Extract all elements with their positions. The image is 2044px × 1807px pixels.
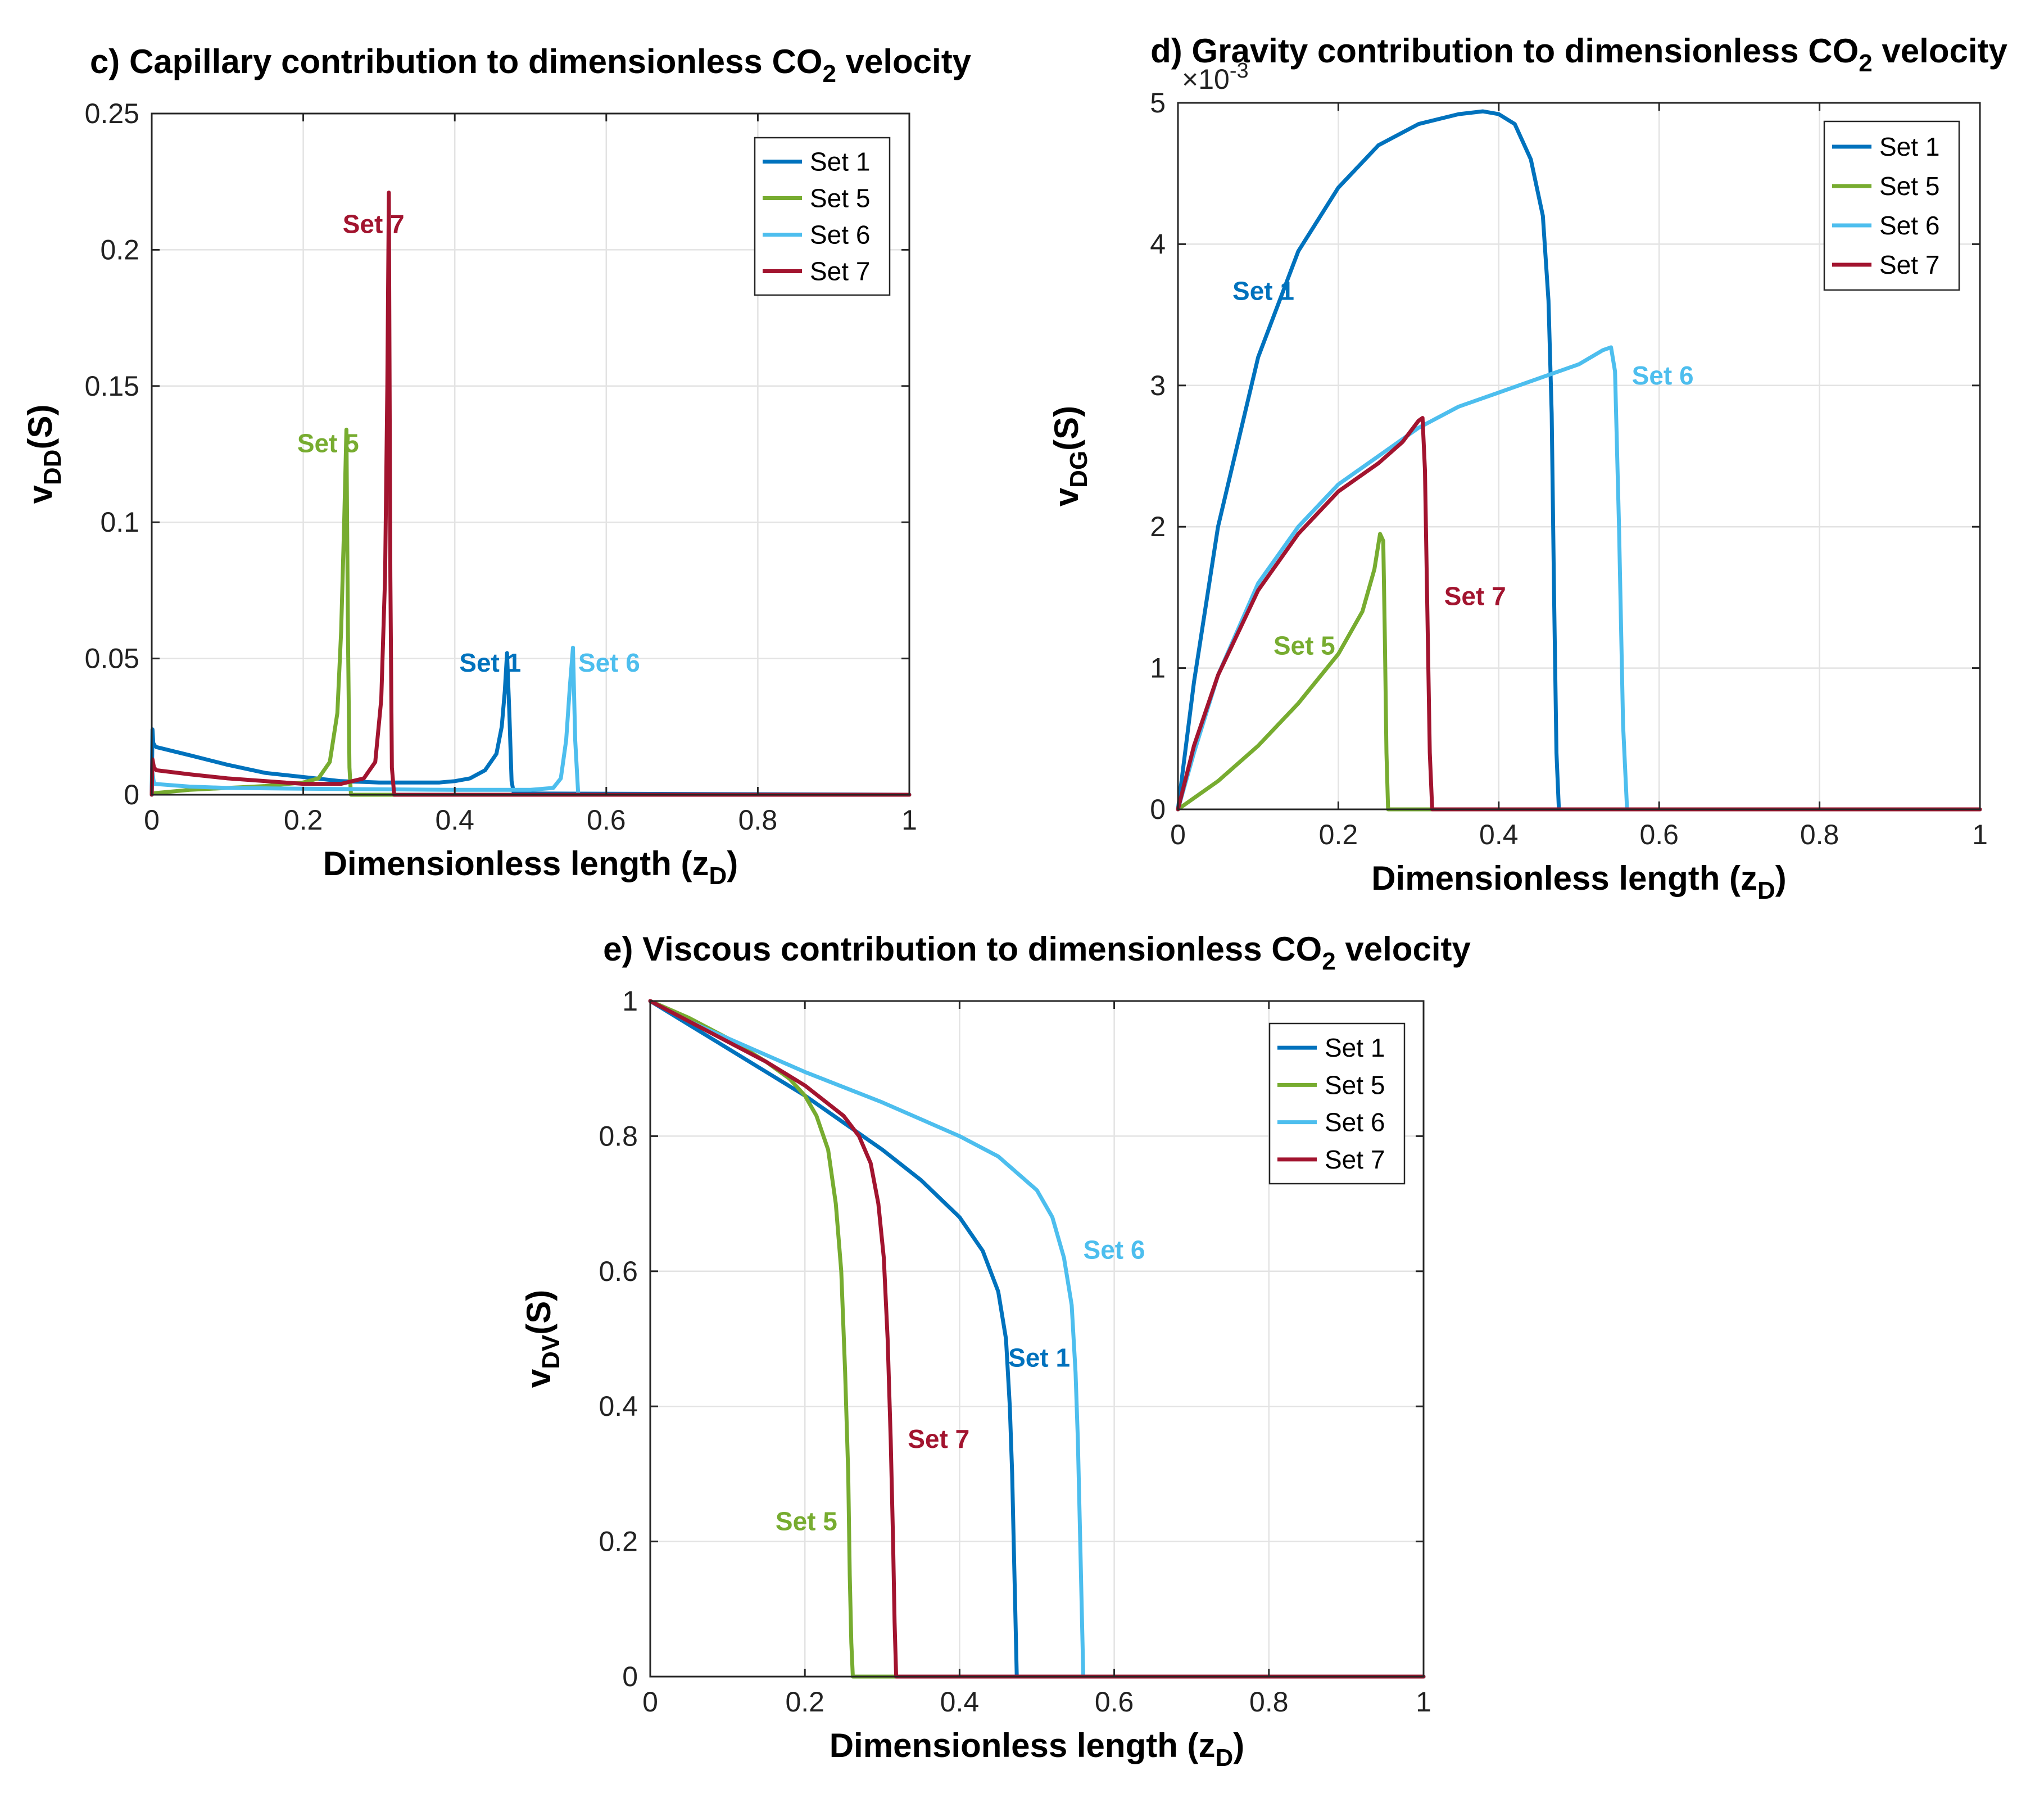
series-line-set-6 bbox=[149, 645, 912, 797]
x-tick-label: 0 bbox=[642, 1686, 658, 1718]
axes-box bbox=[151, 112, 910, 796]
series-line-set-5 bbox=[1176, 532, 1982, 812]
legend-box bbox=[1823, 120, 1960, 291]
x-tick-label: 0.2 bbox=[284, 804, 323, 836]
legend: Set 1 Set 5 Set 6 Set 7 bbox=[1823, 120, 1960, 291]
legend-box bbox=[754, 137, 891, 296]
y-axis-label: vDG(S) bbox=[1048, 406, 1093, 506]
legend-item-label: Set 7 bbox=[1879, 250, 1939, 279]
y-tick-label: 0 bbox=[124, 779, 139, 810]
annotation-label: Set 5 bbox=[1273, 631, 1335, 660]
y-tick-label: 3 bbox=[1150, 370, 1166, 401]
legend-item-label: Set 7 bbox=[1325, 1145, 1385, 1174]
series-line-set-7 bbox=[1176, 416, 1982, 812]
legend-item-label: Set 7 bbox=[810, 257, 870, 286]
y-tick-label: 0.6 bbox=[599, 1256, 638, 1287]
x-tick-label: 0.2 bbox=[785, 1686, 824, 1718]
chart-title: c) Capillary contribution to dimensionle… bbox=[90, 43, 972, 88]
y-tick-label: 0.8 bbox=[599, 1120, 638, 1152]
y-tick-label: 0.2 bbox=[100, 234, 139, 265]
x-tick-label: 0.8 bbox=[738, 804, 778, 836]
legend-box bbox=[1268, 1022, 1406, 1185]
legend-item-label: Set 6 bbox=[1325, 1108, 1385, 1137]
legend-item-label: Set 6 bbox=[1879, 211, 1939, 240]
annotation-label: Set 7 bbox=[343, 209, 405, 238]
chart-c: 0 0.2 0.4 0.6 0.8 1 0 0.05 0.1 0.15 0.2 0.25 c) Capi… bbox=[21, 43, 972, 890]
chart-d: 0 0.2 0.4 0.6 0.8 1 0 1 2 3 4 5 ×10-3d) Gravity cont… bbox=[1048, 32, 2007, 904]
annotation-label: Set 6 bbox=[578, 648, 640, 677]
x-tick-label: 1 bbox=[901, 804, 917, 836]
x-axis-label: Dimensionless length (zD) bbox=[1371, 859, 1787, 904]
annotation-label: Set 5 bbox=[776, 1507, 837, 1536]
legend: Set 1 Set 5 Set 6 Set 7 bbox=[1268, 1022, 1406, 1185]
series-line-set-7 bbox=[648, 999, 1426, 1679]
axes-box bbox=[1177, 102, 1981, 810]
x-tick-label: 0.4 bbox=[435, 804, 474, 836]
series-line-set-1 bbox=[648, 999, 1426, 1679]
legend-item-label: Set 1 bbox=[1879, 132, 1939, 161]
x-tick-label: 0 bbox=[144, 804, 160, 836]
legend-item-label: Set 5 bbox=[1879, 171, 1939, 201]
series-line-set-6 bbox=[1176, 345, 1982, 812]
annotation-label: Set 6 bbox=[1084, 1235, 1145, 1264]
legend-item-label: Set 1 bbox=[1325, 1033, 1385, 1062]
y-tick-label: 0 bbox=[622, 1661, 638, 1692]
y-tick-label: 5 bbox=[1150, 87, 1166, 119]
x-tick-label: 0.8 bbox=[1800, 819, 1839, 850]
annotation-label: Set 6 bbox=[1632, 361, 1694, 390]
y-tick-label: 0.15 bbox=[85, 370, 139, 402]
x-tick-label: 0.6 bbox=[1095, 1686, 1134, 1718]
x-tick-label: 0.4 bbox=[1479, 819, 1519, 850]
y-tick-label: 0.25 bbox=[85, 98, 139, 129]
annotation-label: Set 7 bbox=[1444, 581, 1506, 610]
annotation-label: Set 1 bbox=[459, 648, 521, 677]
y-tick-label: 0.1 bbox=[100, 506, 139, 538]
annotation-label: Set 1 bbox=[1008, 1343, 1070, 1373]
x-tick-label: 0 bbox=[1170, 819, 1186, 850]
x-axis-label: Dimensionless length (zD) bbox=[323, 845, 738, 890]
x-axis-label: Dimensionless length (zD) bbox=[830, 1727, 1245, 1772]
legend-item-label: Set 5 bbox=[810, 184, 870, 213]
chart-e: 0 0.2 0.4 0.6 0.8 1 0 0.2 0.4 0.6 0.8 1 e) Viscous c… bbox=[520, 930, 1471, 1772]
y-tick-label: 0 bbox=[1150, 794, 1166, 825]
y-exponent-label: ×10-3 bbox=[1182, 59, 1249, 95]
annotation-label: Set 5 bbox=[297, 429, 359, 458]
y-tick-label: 0.4 bbox=[599, 1391, 638, 1422]
annotation-label: Set 1 bbox=[1232, 276, 1294, 305]
x-tick-label: 0.6 bbox=[587, 804, 626, 836]
y-tick-label: 1 bbox=[1150, 653, 1166, 684]
annotation-label: Set 7 bbox=[908, 1424, 969, 1453]
y-axis-label: vDD(S) bbox=[21, 405, 66, 504]
series-line-set-7 bbox=[149, 191, 912, 797]
y-tick-label: 0.2 bbox=[599, 1526, 638, 1557]
legend-item-label: Set 5 bbox=[1325, 1070, 1385, 1099]
legend: Set 1 Set 5 Set 6 Set 7 bbox=[754, 137, 891, 296]
y-tick-label: 0.05 bbox=[85, 643, 139, 674]
series-line-set-1 bbox=[1176, 109, 1982, 812]
x-tick-label: 1 bbox=[1416, 1686, 1431, 1718]
y-tick-label: 4 bbox=[1150, 228, 1166, 260]
axes-box bbox=[649, 1000, 1425, 1678]
x-tick-label: 0.8 bbox=[1249, 1686, 1289, 1718]
legend-item-label: Set 1 bbox=[810, 147, 870, 176]
chart-title: d) Gravity contribution to dimensionless… bbox=[1150, 32, 2007, 77]
y-tick-label: 2 bbox=[1150, 511, 1166, 542]
legend-item-label: Set 6 bbox=[810, 220, 870, 250]
x-tick-label: 0.6 bbox=[1639, 819, 1679, 850]
x-tick-label: 0.4 bbox=[940, 1686, 980, 1718]
y-axis-label: vDV(S) bbox=[520, 1290, 565, 1388]
x-tick-label: 1 bbox=[1972, 819, 1988, 850]
chart-title: e) Viscous contribution to dimensionless… bbox=[603, 930, 1471, 975]
series-line-set-1 bbox=[149, 651, 912, 797]
series-line-set-6 bbox=[648, 999, 1426, 1679]
y-tick-label: 1 bbox=[622, 985, 638, 1017]
x-tick-label: 0.2 bbox=[1319, 819, 1358, 850]
